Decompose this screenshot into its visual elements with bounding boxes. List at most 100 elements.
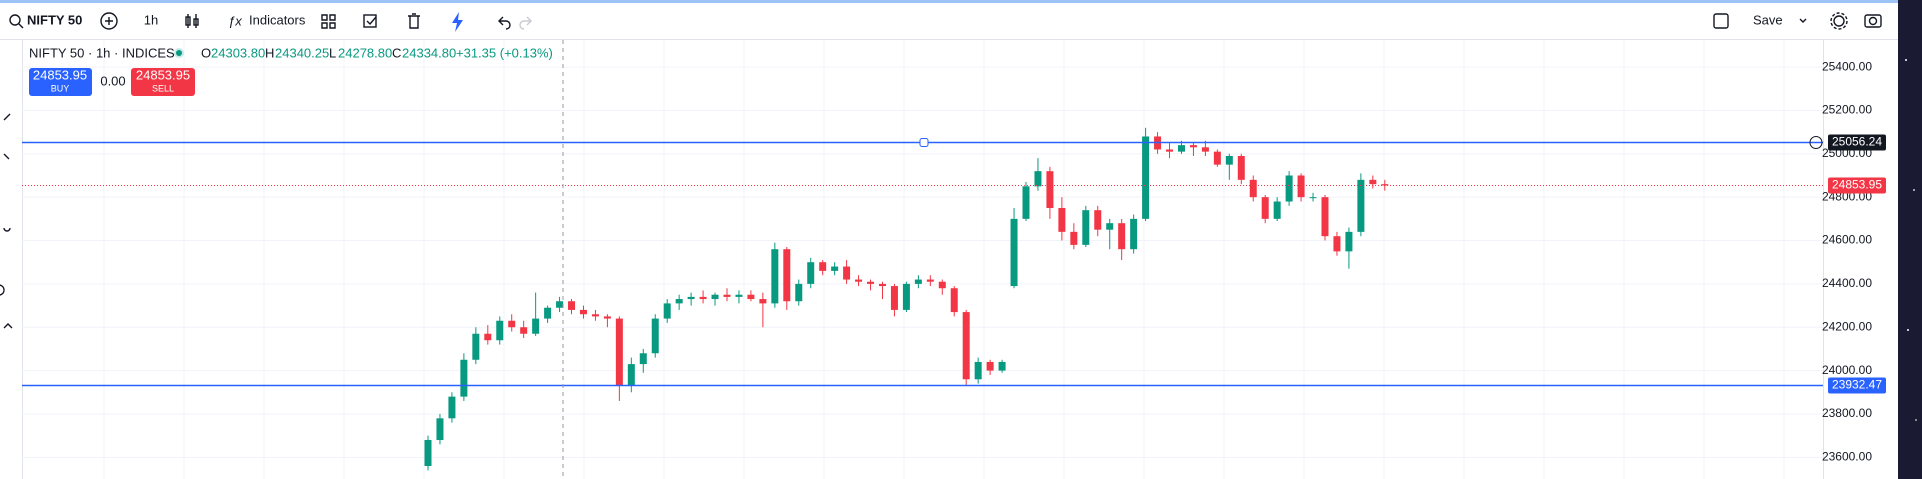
trash-icon[interactable] <box>408 13 420 29</box>
candle-body <box>1273 201 1281 219</box>
star <box>1913 189 1915 191</box>
price-label: 23932.47 <box>1832 378 1882 392</box>
grid <box>22 40 1823 479</box>
price-label: 24853.95 <box>1832 178 1882 192</box>
price-label: 25056.24 <box>1832 135 1882 149</box>
candle-body <box>699 296 707 300</box>
candle-body <box>1321 197 1329 237</box>
candle-body <box>1166 149 1174 152</box>
templates-icon[interactable] <box>321 14 336 29</box>
chart-type-icon[interactable] <box>187 14 197 28</box>
change: +31.35 (+0.13%) <box>456 45 553 60</box>
fx-icon[interactable]: ƒx <box>228 13 242 28</box>
status-dot <box>176 50 182 56</box>
candle-body <box>1177 145 1185 152</box>
replay-icon[interactable] <box>452 12 463 32</box>
symbol[interactable]: NIFTY 50 <box>27 12 82 27</box>
price-label-bg <box>1828 177 1886 194</box>
top-edge <box>0 0 1898 3</box>
layout-icon[interactable] <box>1713 13 1729 29</box>
legend-title: NIFTY 50 · 1h · INDICES <box>29 45 175 60</box>
candle-body <box>687 296 695 300</box>
undo-icon[interactable] <box>498 16 511 30</box>
candle-body <box>723 294 731 297</box>
candle-body <box>1082 210 1090 245</box>
c-value: 24334.80 <box>402 45 456 60</box>
candle-icon <box>185 16 191 26</box>
o-key: O <box>201 45 211 60</box>
candle-body <box>1094 210 1102 230</box>
candle-body <box>615 318 623 386</box>
check <box>366 16 377 26</box>
candle-body <box>472 333 480 360</box>
y-tick-label: 23800.00 <box>1822 406 1872 420</box>
candle-body <box>783 249 791 302</box>
candle-body <box>902 283 910 310</box>
indicators[interactable]: Indicators <box>249 12 306 27</box>
interval[interactable]: 1h <box>144 12 158 27</box>
candle-body <box>639 353 647 365</box>
add-symbol[interactable] <box>100 12 118 30</box>
candle-body <box>962 312 970 380</box>
save-menu[interactable] <box>1799 18 1807 23</box>
candle-body <box>795 283 803 302</box>
candle-body <box>1297 175 1305 198</box>
candle-body <box>1070 231 1078 245</box>
settings-icon[interactable] <box>1833 15 1845 27</box>
candle-body <box>1046 171 1054 209</box>
drawing-tools[interactable] <box>0 113 13 329</box>
candle-body <box>508 320 516 328</box>
candle-body <box>1118 223 1126 250</box>
candle-body <box>424 439 432 466</box>
candle-body <box>1309 197 1317 199</box>
spread: 0.00 <box>100 73 125 88</box>
y-tick-label: 25400.00 <box>1822 59 1872 73</box>
candle-body <box>807 262 815 284</box>
redo-icon[interactable] <box>519 16 532 30</box>
candle-body <box>855 279 863 282</box>
alert-icon[interactable] <box>363 14 377 28</box>
candle-body <box>568 301 576 310</box>
sell-price: 24853.95 <box>136 67 190 82</box>
candle-body <box>579 309 587 315</box>
candle-body <box>867 281 875 284</box>
candle-body <box>1106 223 1114 230</box>
candle-body <box>591 314 599 317</box>
snapshot-icon[interactable] <box>1864 14 1882 28</box>
star <box>1915 419 1917 421</box>
price-label-bg <box>1828 377 1886 394</box>
sell-button[interactable] <box>131 68 195 96</box>
candle-body <box>1213 151 1221 165</box>
candle-body <box>1261 197 1269 219</box>
candle-body <box>938 281 946 289</box>
buy-button[interactable] <box>29 68 92 96</box>
o-value: 24303.80 <box>211 45 265 60</box>
candle-body <box>1022 186 1030 219</box>
desktop-background <box>1898 0 1922 479</box>
buy-price: 24853.95 <box>33 67 87 82</box>
sell-label: SELL <box>152 83 174 93</box>
candle-body <box>496 320 504 341</box>
save[interactable]: Save <box>1753 12 1783 27</box>
candle-body <box>675 299 683 304</box>
candle-body <box>1142 136 1150 219</box>
candle-body <box>1189 145 1197 148</box>
candle-body <box>627 364 635 386</box>
candle-body <box>1225 155 1233 165</box>
h-value: 24340.25 <box>275 45 329 60</box>
search-icon[interactable] <box>9 14 21 26</box>
lens <box>1868 16 1878 26</box>
candle-body <box>950 288 958 313</box>
candle-body <box>1285 175 1293 202</box>
candle-body <box>1034 171 1042 187</box>
y-tick-label: 24000.00 <box>1822 363 1872 377</box>
star <box>1905 59 1907 61</box>
y-tick-label: 24400.00 <box>1822 276 1872 290</box>
candle-body <box>544 307 552 319</box>
candle-body <box>436 418 444 440</box>
candle-icon <box>193 18 199 26</box>
candle-body <box>986 361 994 371</box>
c-key: C <box>392 45 401 60</box>
candle-body <box>926 279 934 282</box>
